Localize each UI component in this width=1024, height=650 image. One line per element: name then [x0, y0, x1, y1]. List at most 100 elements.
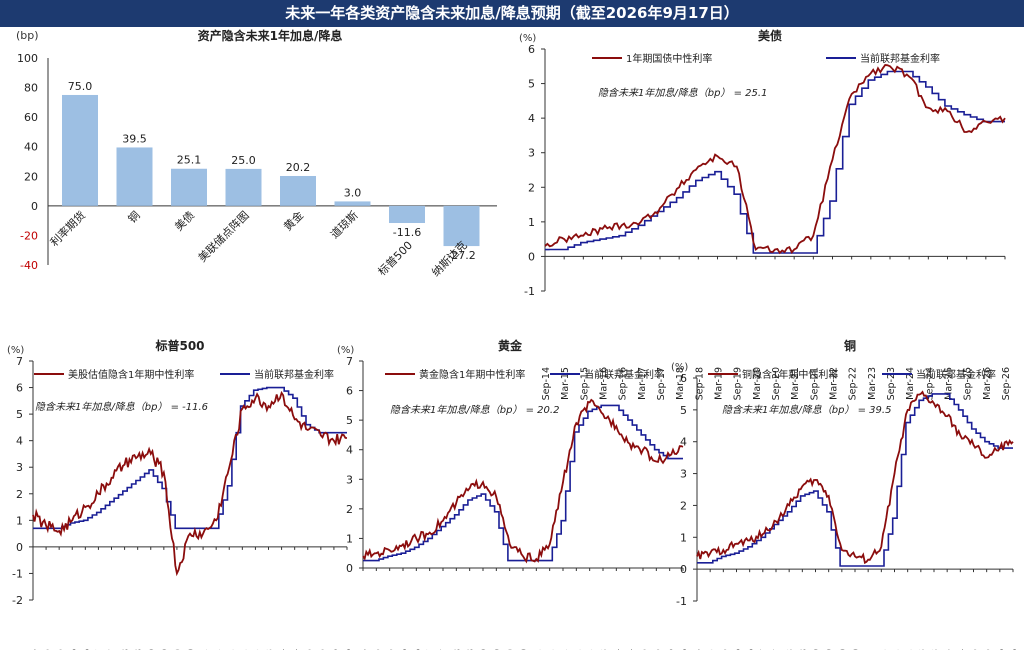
copper-title: 铜 [844, 338, 856, 353]
treasury-y-tick-label: 6 [528, 43, 535, 56]
treasury-x-tick-label: Mar-21 [790, 367, 801, 400]
treasury-x-tick-label: Sep-14 [541, 367, 552, 400]
treasury-y-tick-label: 1 [528, 216, 535, 229]
treasury-x-tick-label: Sep-23 [886, 367, 897, 400]
bar-category-label: 标普500 [375, 238, 415, 278]
bar-1 [116, 147, 153, 206]
copper-y-tick-label: 2 [680, 499, 687, 512]
bar-6 [389, 205, 425, 224]
treasury-legend-label-neutral: 1年期国债中性利率 [626, 52, 712, 65]
treasury-x-tick-label: Mar-20 [752, 367, 763, 400]
bar-category-label: 道琼斯 [327, 208, 360, 241]
bar-value-label: 20.2 [286, 161, 311, 174]
bar-7 [443, 205, 480, 247]
bar-y-tick-label: 0 [31, 200, 38, 213]
sp500-legend-label-neutral: 美股估值隐含1年期中性利率 [68, 368, 194, 381]
bar-2 [171, 168, 207, 206]
chart-canvas: 资产隐含未来1年加息/降息(bp)100806040200-20-4075.0利… [7, 28, 1020, 650]
bar-value-label: 25.0 [231, 154, 256, 167]
treasury-y-tick-label: 5 [528, 78, 535, 91]
bar-y-tick-label: -40 [20, 259, 38, 272]
copper-panel: 铜(%)6543210-1Sep-14Mar-15Sep-15Mar-16Sep… [671, 338, 1020, 650]
bar-5 [334, 201, 371, 206]
bar-category-label: 铜 [125, 208, 143, 226]
treasury-x-tick-label: Sep-22 [848, 367, 859, 400]
treasury-x-tick-label: Mar-16 [599, 367, 610, 400]
bar-0 [62, 94, 98, 206]
copper-y-tick-label: 1 [680, 531, 687, 544]
gold-y-tick-label: 4 [346, 444, 353, 457]
copper-series-fund-rate [697, 393, 1013, 567]
gold-annotation: 隐含未来1年加息/降息（bp） = 20.2 [390, 404, 559, 416]
treasury-x-tick-label: Sep-18 [694, 367, 705, 400]
treasury-x-tick-label: Sep-15 [579, 367, 590, 400]
page-title-banner: 未来一年各类资产隐含未来加息/降息预期（截至2026年9月17日） [0, 0, 1024, 27]
treasury-x-tick-label: Sep-16 [618, 367, 629, 400]
bar-category-label: 利率期货 [47, 208, 88, 249]
copper-series-neutral-rate [696, 390, 1014, 565]
treasury-y-tick-label: 3 [528, 147, 535, 160]
bar-4 [280, 175, 316, 206]
bar-chart-title: 资产隐含未来1年加息/降息 [198, 28, 343, 43]
sp500-y-tick-label: -2 [12, 594, 23, 607]
copper-y-tick-label: 3 [680, 468, 687, 481]
gold-legend-label-fund: 当前联邦基金利率 [584, 368, 664, 381]
bar-value-label: -11.6 [393, 226, 421, 239]
treasury-x-tick-label: Sep-25 [963, 367, 974, 400]
copper-legend-label-fund: 当前联邦基金利率 [916, 368, 996, 381]
treasury-x-tick-label: Mar-26 [982, 367, 993, 400]
treasury-x-tick-label: Mar-22 [829, 367, 840, 400]
copper-y-tick-label: 0 [680, 563, 687, 576]
sp500-y-tick-label: 1 [16, 514, 23, 527]
copper-y-tick-label: 5 [680, 404, 687, 417]
gold-series-neutral-rate [362, 398, 684, 564]
sp500-y-tick-label: 4 [16, 435, 23, 448]
sp500-y-tick-label: -1 [12, 567, 23, 580]
treasury-series-neutral-rate [544, 64, 1006, 255]
treasury-unit-label: (%) [519, 33, 536, 44]
sp500-series-neutral-rate [32, 390, 348, 577]
gold-panel: 黄金(%)76543210Sep-14Mar-15Sep-15Mar-16Sep… [337, 338, 690, 650]
bar-3 [225, 168, 262, 206]
treasury-y-tick-label: 0 [528, 250, 535, 263]
bar-y-tick-label: 20 [24, 170, 38, 183]
gold-series-fund-rate [363, 404, 683, 562]
treasury-y-tick-label: 2 [528, 181, 535, 194]
bar-value-label: 3.0 [344, 186, 362, 199]
treasury-x-tick-label: Sep-19 [733, 367, 744, 400]
copper-annotation: 隐含未来1年加息/降息（bp） = 39.5 [722, 404, 891, 416]
gold-y-tick-label: 5 [346, 414, 353, 427]
gold-y-tick-label: 0 [346, 562, 353, 575]
treasury-x-tick-label: Sep-24 [924, 367, 935, 400]
gold-y-tick-label: 6 [346, 385, 353, 398]
sp500-legend-label-fund: 当前联邦基金利率 [254, 368, 334, 381]
sp500-y-tick-label: 7 [16, 355, 23, 368]
treasury-legend-label-fund: 当前联邦基金利率 [860, 52, 940, 65]
sp500-y-tick-label: 3 [16, 461, 23, 474]
sp500-series-fund-rate [33, 386, 347, 530]
bar-value-label: -27.2 [447, 249, 475, 262]
treasury-x-tick-label: Mar-19 [714, 367, 725, 400]
treasury-x-tick-label: Sep-21 [809, 367, 820, 400]
bar-value-label: 25.1 [177, 154, 202, 167]
treasury-series-fund-rate [545, 70, 1005, 254]
gold-y-tick-label: 3 [346, 473, 353, 486]
treasury-x-tick-label: Sep-26 [1001, 367, 1012, 400]
bar-y-tick-label: 60 [24, 111, 38, 124]
treasury-title: 美债 [758, 28, 782, 43]
treasury-y-tick-label: 4 [528, 112, 535, 125]
bar-y-tick-label: 40 [24, 141, 38, 154]
bar-unit-label: (bp) [16, 29, 39, 42]
copper-legend-label-neutral: 铜隐含1年期中性利率 [742, 368, 838, 381]
sp500-title: 标普500 [154, 338, 204, 353]
treasury-x-tick-label: Mar-24 [905, 367, 916, 400]
treasury-x-tick-label: Sep-20 [771, 367, 782, 400]
gold-title: 黄金 [498, 338, 523, 353]
copper-y-tick-label: 6 [680, 372, 687, 385]
gold-y-tick-label: 1 [346, 532, 353, 545]
sp500-y-tick-label: 2 [16, 488, 23, 501]
treasury-y-tick-label: -1 [524, 285, 535, 298]
treasury-x-tick-label: Mar-18 [675, 367, 686, 400]
sp500-annotation: 隐含未来1年加息/降息（bp） = -11.6 [35, 401, 208, 413]
